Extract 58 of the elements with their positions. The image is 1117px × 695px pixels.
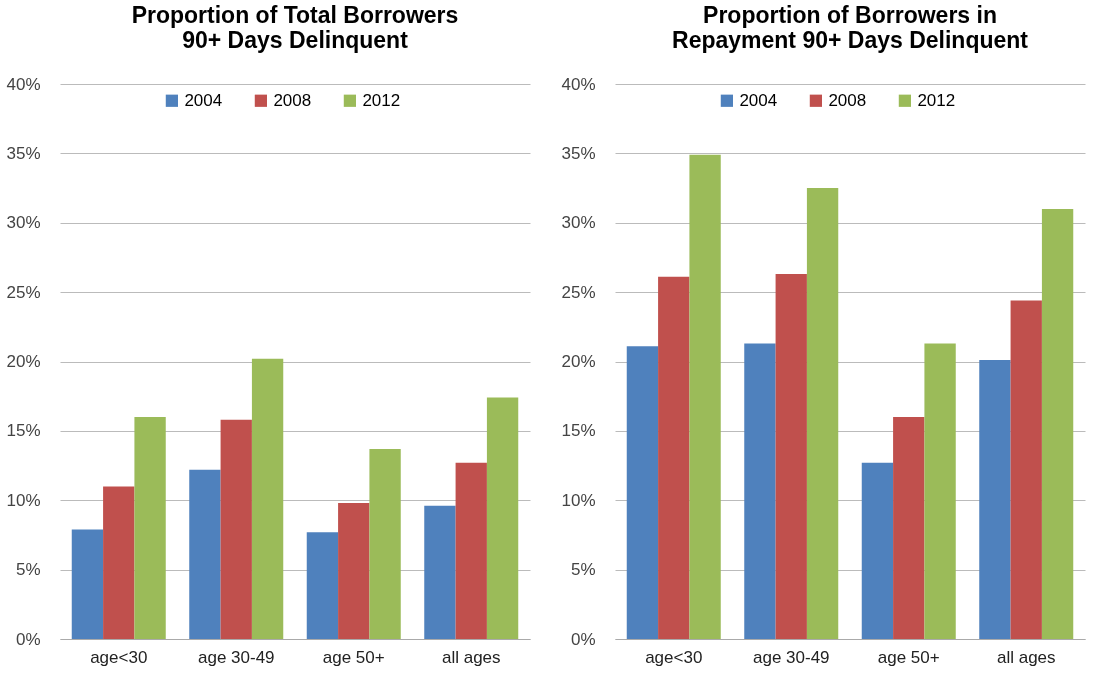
bar [1041,208,1074,639]
legend-label: 2008 [828,90,867,110]
bar [251,358,284,639]
y-tick-label: 35% [561,143,596,163]
chart-title: Proportion of Borrowers in Repayment 90+ Days Delinquent [672,2,1029,53]
bar [775,274,807,639]
legend-label: 2012 [917,90,956,110]
y-tick-label: 20% [561,352,596,371]
y-tick-label: 40% [561,74,596,94]
x-tick-label: age 30-49 [752,647,830,667]
y-tick-label: 35% [6,143,41,163]
bar [338,503,370,639]
bar [658,276,690,639]
legend-label: 2004 [184,90,223,110]
y-tick-label: 10% [6,490,41,510]
y-tick-label: 0% [15,629,41,649]
y-tick-label: 30% [6,213,41,233]
y-tick-label: 5% [15,560,41,580]
y-tick-label: 5% [570,560,596,580]
bar [103,486,135,639]
bar [861,462,894,639]
bar [134,417,166,639]
x-tick-label: all ages [441,647,501,667]
y-tick-label: 15% [6,421,41,441]
legend-label: 2012 [362,90,401,110]
x-tick-label: age 50+ [322,647,385,667]
y-tick-label: 0% [570,629,596,649]
bar [924,343,956,639]
x-tick-label: age<30 [90,647,148,667]
y-tick-label: 25% [561,282,596,302]
x-tick-label: all ages [996,647,1056,667]
bar [220,419,252,639]
y-tick-label: 30% [561,213,596,233]
bar [806,188,839,639]
y-tick-label: 10% [561,490,596,510]
bar [486,397,519,639]
bar [626,346,659,639]
x-tick-label: age 30-49 [197,647,275,667]
bar [1010,300,1042,639]
bar [306,532,339,639]
y-tick-label: 20% [6,352,41,371]
bar [689,154,721,639]
bar [744,343,776,639]
bar [189,469,221,639]
x-tick-label: age<30 [645,647,703,667]
x-tick-label: age 50+ [877,647,940,667]
bar [71,529,104,639]
y-tick-label: 25% [6,282,41,302]
bar [369,448,401,639]
bar [424,505,456,639]
bar [979,360,1011,639]
y-tick-label: 40% [6,74,41,94]
bar [893,417,925,639]
legend-label: 2008 [273,90,312,110]
legend-label: 2004 [739,90,778,110]
y-tick-label: 15% [561,421,596,441]
bar [455,462,487,639]
chart-title: Proportion of Total Borrowers 90+ Days Delinquent [131,2,459,53]
